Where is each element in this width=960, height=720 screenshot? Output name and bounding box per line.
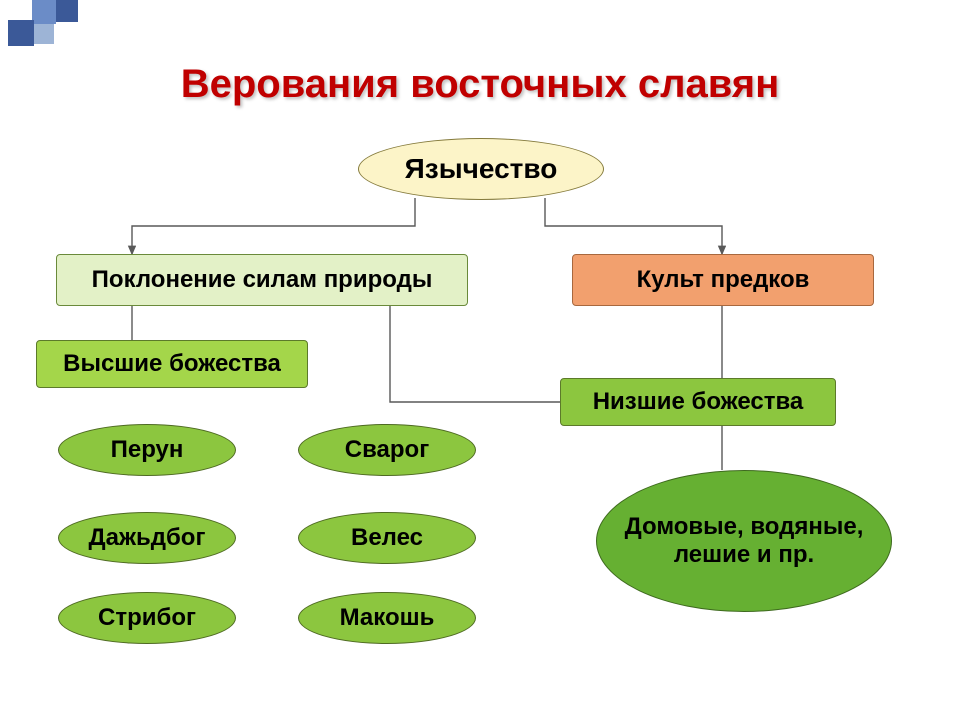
node-dazhd: Дажьдбог	[58, 512, 236, 564]
node-beings: Домовые, водяные, лешие и пр.	[596, 470, 892, 612]
node-stribog: Стрибог	[58, 592, 236, 644]
slide-title: Верования восточных славян	[0, 62, 960, 107]
node-perun: Перун	[58, 424, 236, 476]
node-root: Язычество	[358, 138, 604, 200]
node-veles: Велес	[298, 512, 476, 564]
corner-decoration	[0, 0, 120, 50]
node-higher: Высшие божества	[36, 340, 308, 388]
node-makosh: Макошь	[298, 592, 476, 644]
node-nature: Поклонение силам природы	[56, 254, 468, 306]
node-svarog: Сварог	[298, 424, 476, 476]
node-lower: Низшие божества	[560, 378, 836, 426]
node-cult: Культ предков	[572, 254, 874, 306]
